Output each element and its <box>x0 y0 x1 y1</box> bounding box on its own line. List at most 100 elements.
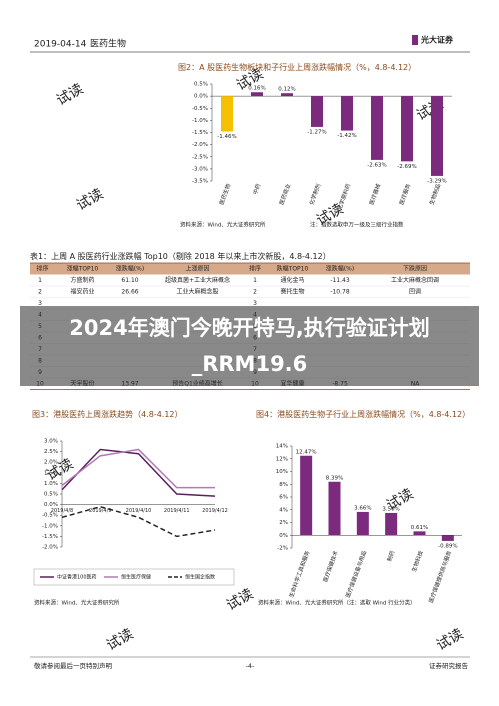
table-header-bg <box>30 263 470 275</box>
source: 资料来源：Wind、光大证券研究所 <box>34 599 120 607</box>
y-tick-label: -2.0% <box>192 142 208 148</box>
data-label: -3.29% <box>427 178 446 184</box>
y-tick-label: -2% <box>277 546 288 552</box>
data-label: -1.46% <box>217 134 236 140</box>
bar <box>385 512 398 536</box>
bar <box>341 96 353 131</box>
footer-left: 敬请参阅最后一页特别声明 <box>34 661 113 670</box>
line-series <box>61 505 216 538</box>
table-cell: 2 <box>38 288 42 295</box>
y-tick-label: -0.5% <box>42 513 58 519</box>
column-header: 排序 <box>36 264 48 272</box>
figure-title: 图3：港股医药上周涨跌趋势（4.8-4.12） <box>32 410 183 419</box>
logo: 光大证券 <box>420 35 454 45</box>
table-cell: 工业大麻概念股 <box>176 287 218 295</box>
x-tick-label: 生命科学工具和服务 <box>287 549 312 599</box>
table-title: 表1：上周 A 股医药行业涨跌幅 Top10（剔除 2018 年以来上市次新股，… <box>30 252 331 261</box>
x-tick-label: 2019/4/12 <box>202 508 228 514</box>
line-series <box>61 448 215 489</box>
legend-label: 恒生国企指数 <box>185 574 215 581</box>
x-tick-label: 医疗保健提供商与服务 <box>427 549 453 604</box>
data-label: 12.47% <box>296 449 317 455</box>
table-cell: 超级真菌+工业大麻概念 <box>165 276 230 284</box>
y-tick-label: 2.5% <box>44 449 58 455</box>
column-header: 涨跌幅(%) <box>116 264 144 272</box>
x-tick-label: 2019/4/9 <box>89 508 111 514</box>
watermark: 试读 <box>73 185 106 214</box>
y-tick-label: 0.0% <box>194 94 208 100</box>
bar <box>441 535 454 541</box>
bar <box>371 96 383 160</box>
bar <box>356 511 369 536</box>
data-label: 3.66% <box>354 505 371 511</box>
y-tick-label: -1.0% <box>192 118 208 124</box>
y-tick-label: 6% <box>279 495 288 501</box>
bar <box>401 96 413 162</box>
banner: 2024年澳门今晚开特马,执行验证计划_RRM19.6 <box>20 306 479 386</box>
y-tick-label: -0.5% <box>192 106 208 112</box>
bar <box>413 531 426 536</box>
watermark: 试读 <box>223 585 256 614</box>
x-tick-label: 医疗保健设备与用品 <box>344 549 369 599</box>
data-label: -0.89% <box>438 543 457 549</box>
bar <box>311 96 323 127</box>
x-tick-label: 2019/4/8 <box>51 508 73 514</box>
table-cell: 3 <box>38 300 42 307</box>
y-tick-label: 2.0% <box>44 460 58 466</box>
figure-title: 图4：港股医药生物子行业上周涨跌幅情况（%，4.8-4.12） <box>256 410 471 419</box>
date: 2019-04-14 <box>34 40 87 50</box>
data-label: -1.42% <box>337 133 356 139</box>
data-label: -2.69% <box>397 164 416 170</box>
y-tick-label: 2% <box>279 520 288 526</box>
y-tick-label: 0.0% <box>44 502 58 508</box>
x-tick-label: 化学制剂 <box>307 182 322 206</box>
data-label: 0.12% <box>278 87 295 93</box>
table-cell: 2 <box>253 288 257 295</box>
legend-box <box>33 568 235 586</box>
column-header: 涨跌幅(%) <box>326 264 354 272</box>
x-tick-label: 医药生物 <box>217 182 232 206</box>
column-header: 上涨原因 <box>185 264 209 272</box>
table-cell: -10.78 <box>330 288 350 295</box>
table-cell: 1 <box>38 277 42 284</box>
y-tick-label: 8% <box>279 482 288 488</box>
bar <box>328 481 341 536</box>
y-tick-label: 0.5% <box>194 82 208 88</box>
column-header: 排序 <box>249 264 261 272</box>
watermark: 试读 <box>53 80 86 109</box>
x-tick-label: 生物制品 <box>427 182 442 206</box>
data-label: 0.61% <box>411 525 428 531</box>
data-label: 0.16% <box>248 86 265 92</box>
y-tick-label: -1.0% <box>42 523 58 529</box>
x-tick-label: 制药 <box>385 549 396 563</box>
x-tick-label: 化学原料药 <box>335 182 352 211</box>
logo-icon <box>412 35 418 45</box>
x-tick-label: 医药商业 <box>277 182 292 206</box>
data-label: -2.63% <box>367 162 386 168</box>
x-tick-label: 2019/4/11 <box>164 508 190 514</box>
y-tick-label: -3.0% <box>192 166 208 172</box>
y-tick-label: -3.5% <box>192 179 208 185</box>
bar <box>251 92 263 97</box>
table-cell: 61.10 <box>121 277 138 284</box>
table-cell: 1 <box>253 277 257 284</box>
column-header: 跌幅TOP10 <box>277 264 309 272</box>
table-cell: 通化金马 <box>280 276 304 284</box>
bar <box>300 455 313 536</box>
table-cell: 福安药业 <box>70 287 94 295</box>
x-tick-label: 2019/4/10 <box>126 508 152 514</box>
source: 资料来源：Wind、光大证券研究所 <box>180 221 266 229</box>
table-cell: 赛托生物 <box>280 287 304 295</box>
column-header: 下跌原因 <box>403 264 427 272</box>
y-tick-label: 14% <box>276 444 288 450</box>
y-tick-label: -2.0% <box>42 545 58 551</box>
data-label: 8.39% <box>326 475 343 481</box>
table-cell: 回调 <box>409 287 421 295</box>
line-series <box>61 448 216 497</box>
data-label: -1.27% <box>307 129 326 135</box>
y-tick-label: 12% <box>276 456 288 462</box>
y-tick-label: 0.5% <box>44 492 58 498</box>
column-header: 涨幅TOP10 <box>67 264 99 272</box>
